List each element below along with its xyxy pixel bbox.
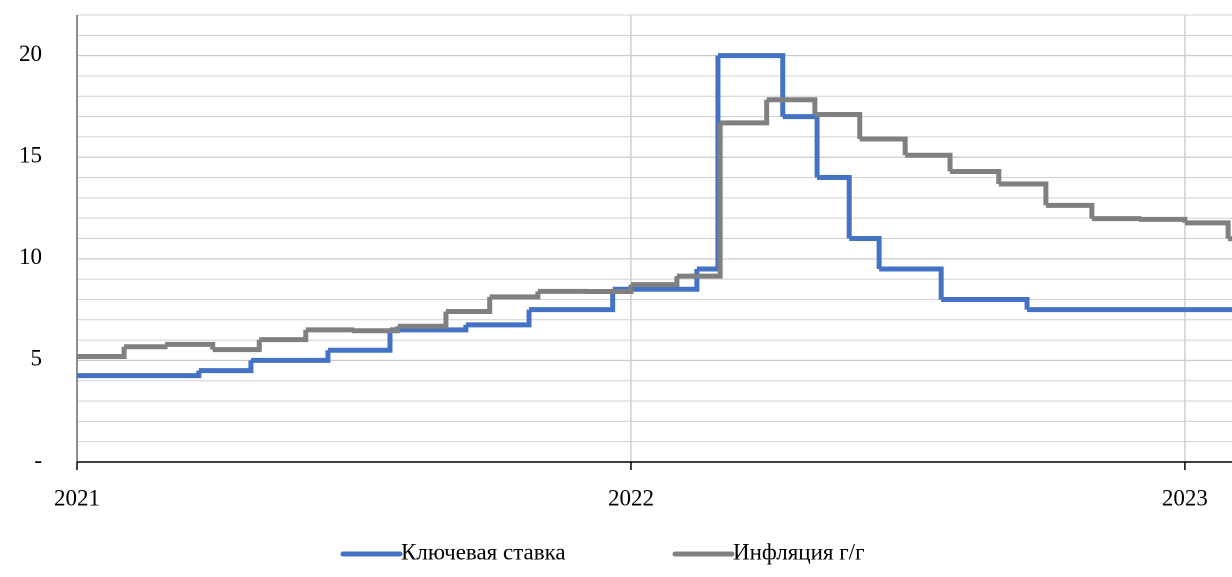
step-segment <box>720 99 770 126</box>
step-segment <box>465 309 532 328</box>
step-segment <box>198 360 254 374</box>
step-segment <box>817 175 852 239</box>
step-segment <box>859 136 908 156</box>
step-segment <box>250 350 331 363</box>
y-tick-label: 10 <box>19 244 42 269</box>
legend-label: Ключевая ставка <box>401 539 566 564</box>
step-segment <box>676 122 723 279</box>
step-segment <box>879 266 944 300</box>
y-tick-label: - <box>34 447 42 472</box>
step-segment <box>1138 216 1188 223</box>
y-tick-label: 20 <box>19 41 42 66</box>
y-tick-label: 5 <box>31 346 43 371</box>
step-segment <box>165 341 216 350</box>
step-segment <box>212 339 262 353</box>
step-segment <box>489 291 541 300</box>
step-segment <box>77 370 202 379</box>
x-tick-label: 2022 <box>608 485 654 510</box>
step-segment <box>305 327 355 333</box>
step-segment <box>397 311 449 329</box>
step-segment <box>814 112 863 139</box>
step-segment <box>905 152 953 172</box>
step-segment <box>1045 202 1095 219</box>
step-segment <box>1184 220 1231 239</box>
step-segment <box>529 289 616 313</box>
step-segment <box>696 55 721 272</box>
series-line <box>77 97 1232 360</box>
step-segment <box>950 168 1002 185</box>
legend-label: Инфляция г/г <box>733 539 865 564</box>
step-segment <box>124 344 168 350</box>
step-segment <box>259 329 309 343</box>
step-segment <box>351 326 401 334</box>
step-segment <box>849 236 882 269</box>
step-segment <box>77 346 127 360</box>
step-segment <box>445 296 493 314</box>
step-segment <box>998 181 1049 206</box>
y-tick-label: 15 <box>19 143 42 168</box>
step-segment <box>782 114 820 178</box>
step-segment <box>1091 216 1142 222</box>
step-segment <box>630 276 680 288</box>
x-tick-label: 2021 <box>54 485 100 510</box>
step-segment <box>766 97 818 115</box>
x-tick-label: 2023 <box>1162 485 1208 510</box>
step-segment <box>327 329 393 353</box>
series-line <box>77 53 1232 379</box>
step-segment <box>941 296 1030 310</box>
step-segment <box>717 53 786 117</box>
